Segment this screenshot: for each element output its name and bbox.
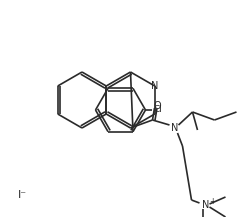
Text: I⁻: I⁻ bbox=[18, 190, 27, 200]
Text: Cl: Cl bbox=[153, 105, 162, 115]
Text: +: + bbox=[208, 197, 215, 205]
Text: N: N bbox=[150, 81, 158, 91]
Text: N: N bbox=[201, 200, 208, 210]
Text: N: N bbox=[170, 123, 177, 133]
Text: O: O bbox=[153, 101, 161, 111]
